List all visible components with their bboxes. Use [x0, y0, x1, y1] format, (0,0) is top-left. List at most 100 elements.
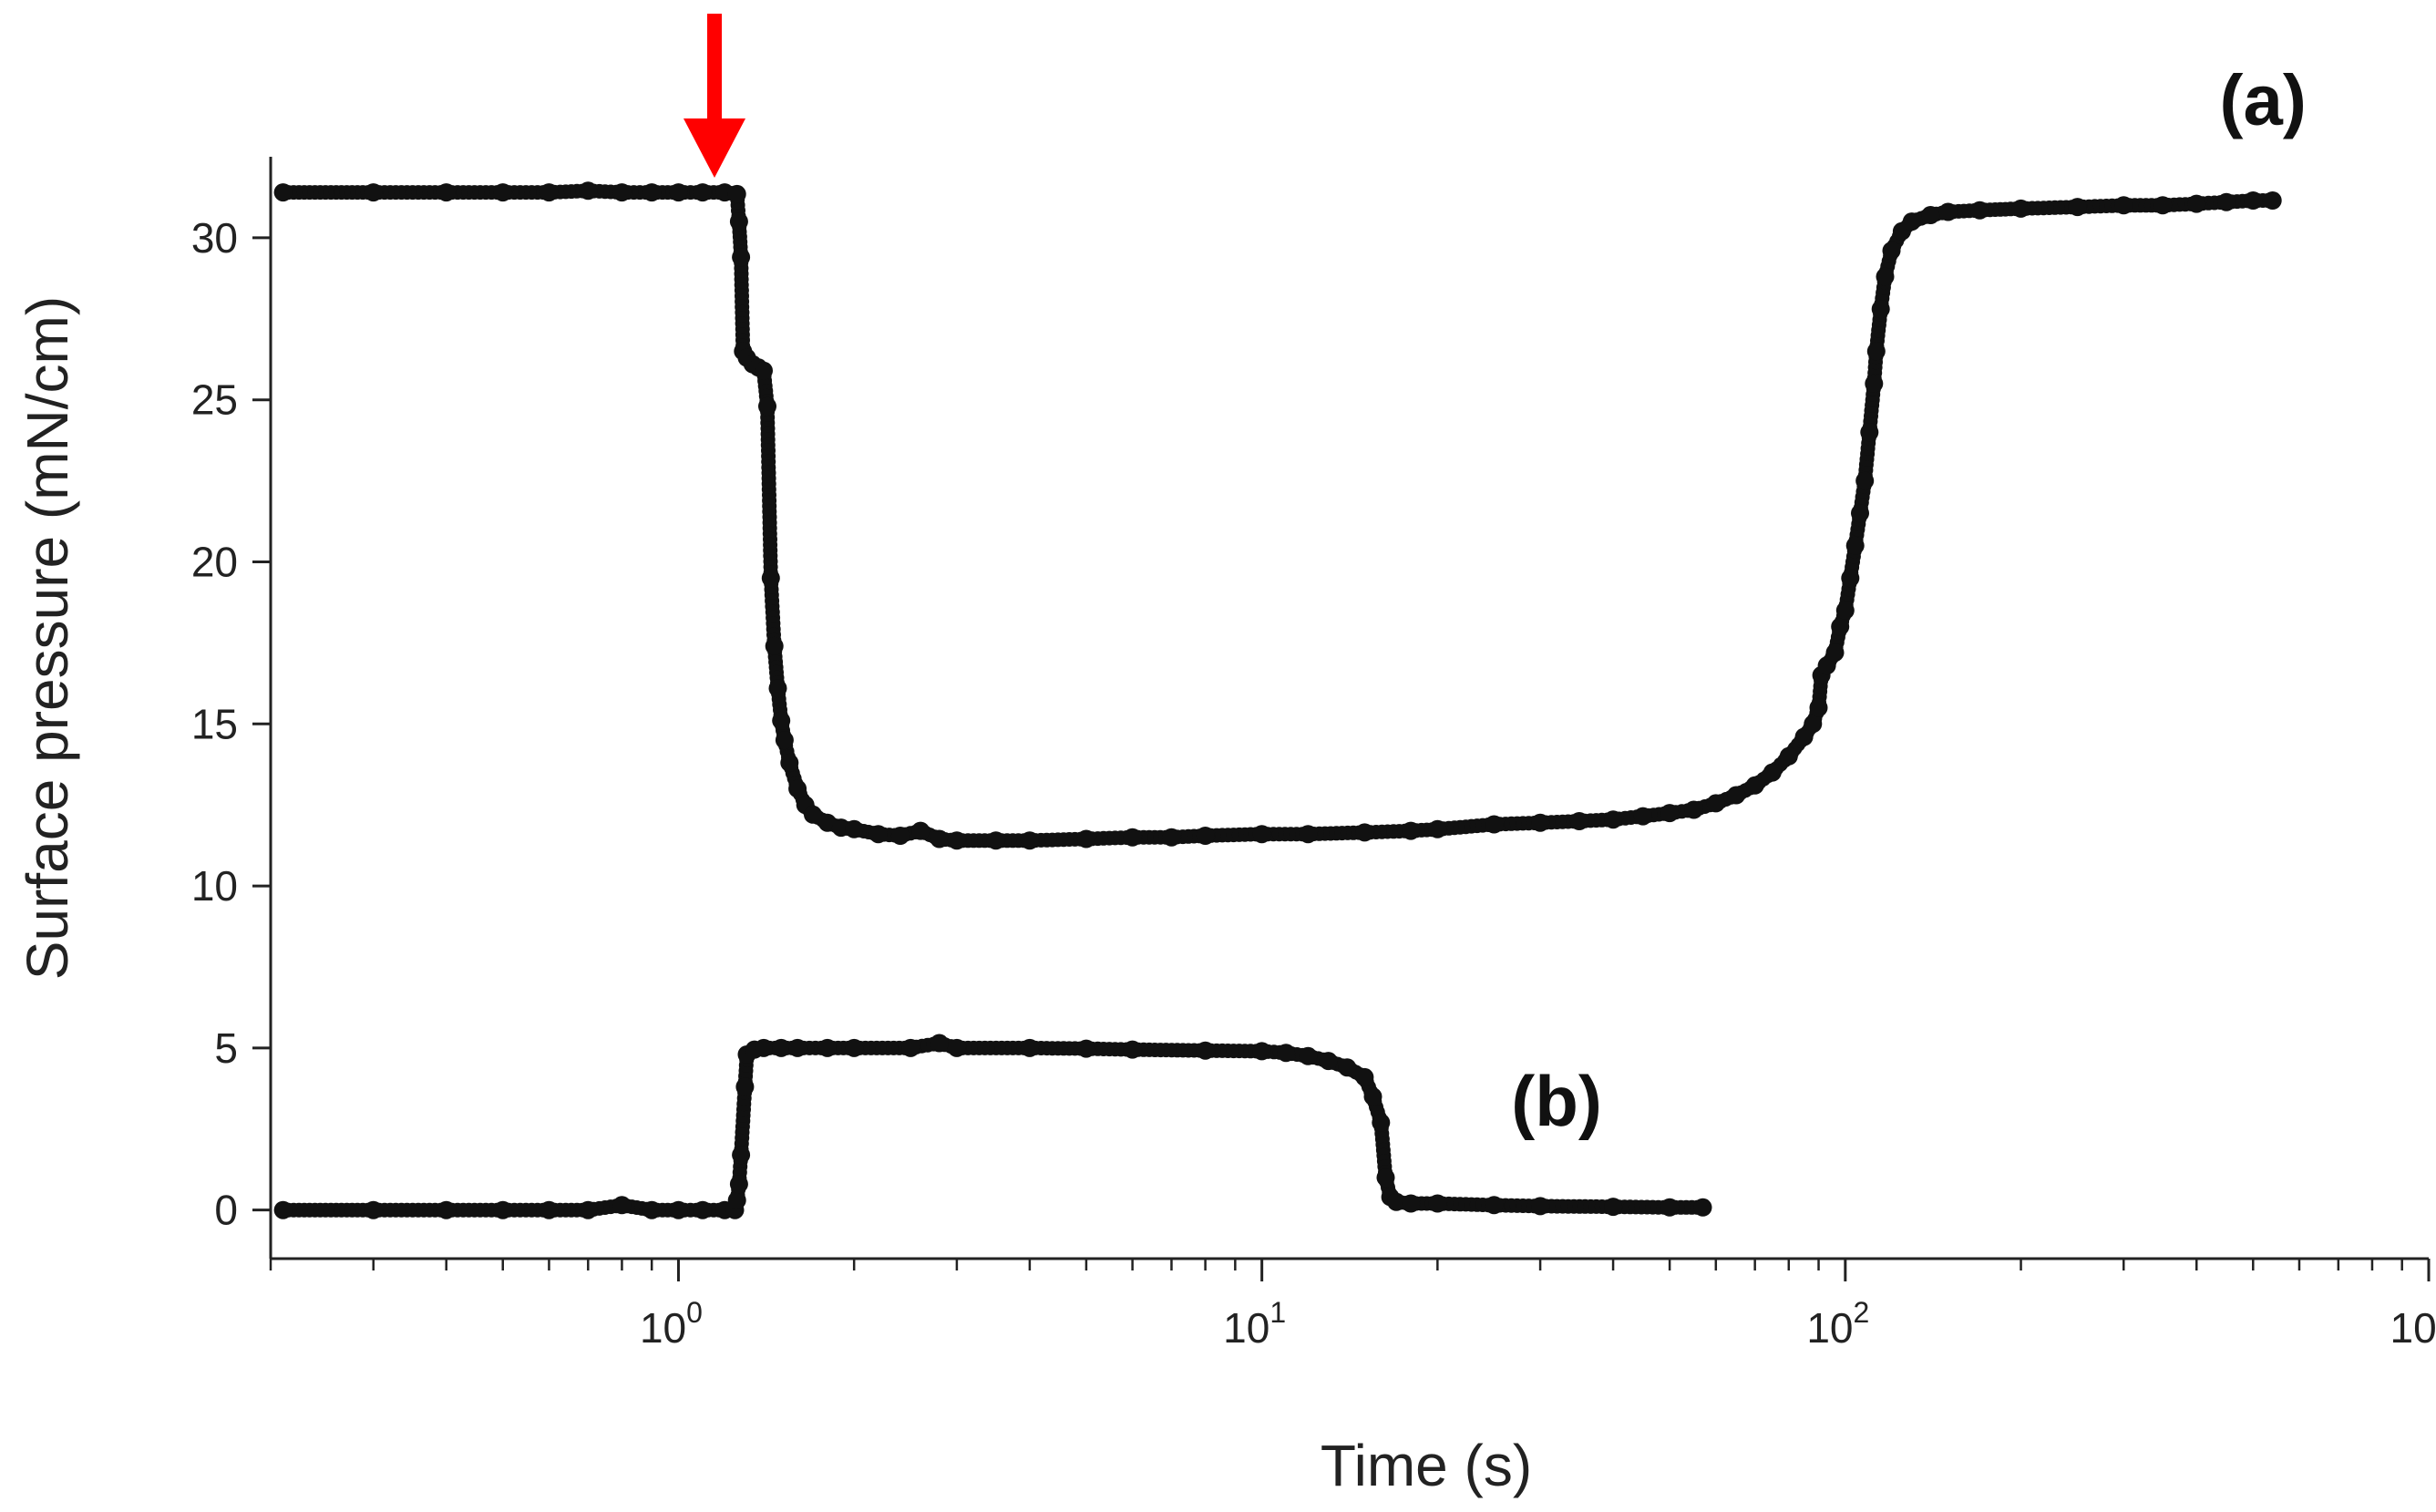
series-b-marker	[947, 1038, 966, 1057]
series-a-marker	[1763, 763, 1782, 782]
series-a-marker	[1809, 698, 1828, 717]
series-a-marker	[1252, 825, 1271, 844]
series-a-marker	[1745, 776, 1764, 795]
series-a-marker	[642, 183, 662, 202]
series-b-marker	[437, 1200, 456, 1219]
series-b-marker	[642, 1200, 662, 1219]
series-a-marker	[579, 181, 598, 201]
series-a-marker	[1020, 831, 1039, 850]
series-b-marker	[901, 1038, 920, 1057]
series-b-marker	[1196, 1041, 1215, 1060]
x-tick-label: 101	[1223, 1296, 1286, 1352]
series-a-marker	[2217, 192, 2236, 211]
series-b-marker	[1338, 1058, 1357, 1077]
series-b-marker	[1485, 1196, 1504, 1215]
series-a-marker	[2011, 199, 2030, 218]
series-b-marker	[1319, 1052, 1338, 1071]
series-a-marker	[2263, 191, 2282, 210]
series-a-marker	[1706, 794, 1725, 813]
series-a-marker	[869, 825, 888, 844]
series-a-marker	[890, 827, 910, 845]
series-b-marker	[1299, 1046, 1318, 1065]
series-a-marker	[669, 183, 688, 202]
y-tick-label: 30	[191, 214, 238, 262]
series-a-marker	[2244, 191, 2263, 210]
y-tick-label: 10	[191, 862, 238, 910]
series-a-marker	[1428, 819, 1447, 838]
axis-ticks: 0 5 10 15 20 25 30 100 101 102 103	[191, 214, 2436, 1352]
series-b-marker	[1376, 1168, 1395, 1188]
x-axis-title: Time (s)	[1321, 1433, 1532, 1498]
series-a-marker	[1355, 823, 1374, 842]
series-b-marker	[579, 1200, 598, 1219]
y-axis-title: Surface pressure (mN/cm)	[15, 296, 80, 980]
series-b-marker	[1660, 1198, 1680, 1217]
series-a-marker	[804, 805, 822, 824]
series-a-line	[283, 189, 2273, 842]
series-a-marker	[911, 821, 930, 840]
series-b-marker	[1604, 1198, 1623, 1217]
series-b-marker	[930, 1034, 949, 1053]
series-b-marker	[612, 1196, 632, 1215]
series-a-marker	[1196, 827, 1215, 845]
series-b-marker	[817, 1038, 837, 1057]
series-b-marker	[1693, 1198, 1712, 1217]
series-b-marker	[735, 1077, 755, 1096]
series-a-marker	[1866, 342, 1886, 361]
series-a-marker	[1684, 800, 1703, 819]
series-b	[273, 1034, 1712, 1219]
y-tick-label: 15	[191, 700, 238, 747]
y-tick-label: 20	[191, 538, 238, 585]
series-a-marker	[437, 183, 456, 202]
series-a-marker	[772, 711, 791, 730]
series-b-marker	[1372, 1113, 1391, 1132]
series-a-marker	[1871, 300, 1890, 319]
series-a-marker	[775, 731, 794, 750]
series-b-marker	[772, 1038, 791, 1057]
series-b-marker	[1363, 1087, 1382, 1106]
series-a-marker	[780, 753, 799, 772]
series-a-marker	[1882, 242, 1901, 261]
series-a-marker	[273, 183, 293, 202]
series-a-marker	[1865, 374, 1884, 393]
series-a-marker	[755, 361, 773, 380]
red-arrow-annotation	[684, 14, 745, 178]
series-b-marker	[1123, 1040, 1142, 1059]
series-a-marker	[1835, 601, 1855, 620]
series-a-marker	[2114, 196, 2133, 215]
series-a-marker	[1970, 201, 1989, 220]
axes	[269, 157, 2429, 1260]
series-a-marker	[1831, 617, 1850, 636]
series-a-marker	[1860, 423, 1879, 442]
series-b-marker	[1020, 1038, 1039, 1057]
series-a-marker	[1299, 825, 1318, 844]
series-a-marker	[1402, 821, 1421, 840]
series-a	[273, 181, 2282, 850]
series-a-marker	[493, 183, 512, 202]
series-a-label: (a)	[2220, 59, 2307, 139]
series-b-marker	[755, 1038, 773, 1057]
series-a-marker	[1162, 828, 1181, 847]
series-a-marker	[845, 819, 864, 838]
series-b-marker	[732, 1146, 751, 1165]
series-b-label: (b)	[1511, 1061, 1602, 1141]
series-a-marker	[788, 779, 807, 798]
series-a-marker	[1604, 810, 1623, 829]
series-a-marker	[947, 831, 966, 850]
series-a-marker	[1633, 807, 1652, 826]
series-a-marker	[761, 569, 780, 588]
series-a-marker	[1804, 715, 1823, 734]
series-a-marker	[1076, 829, 1095, 849]
series-b-marker	[493, 1200, 512, 1219]
series-b-marker	[1277, 1044, 1296, 1063]
series-a-marker	[1845, 536, 1865, 555]
series-b-marker	[1402, 1194, 1421, 1213]
series-a-marker	[540, 183, 559, 202]
series-b-marker	[1355, 1067, 1374, 1086]
series-b-marker	[1387, 1192, 1406, 1211]
series-b-marker	[1252, 1042, 1271, 1061]
series-b-marker	[540, 1200, 559, 1219]
series-a-marker	[364, 183, 383, 202]
series-a-marker	[1876, 267, 1895, 286]
series-a-marker	[2153, 196, 2173, 215]
